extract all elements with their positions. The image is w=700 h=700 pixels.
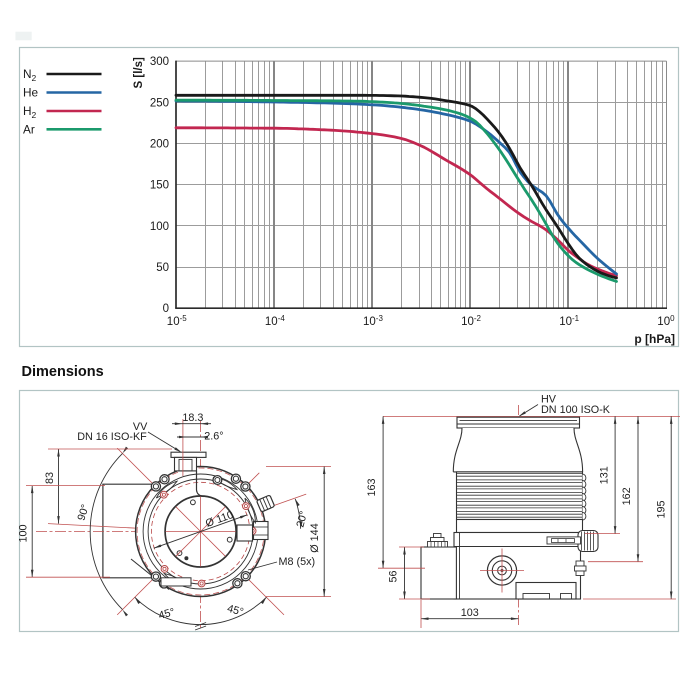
svg-text:83: 83 [44,472,56,484]
svg-text:DN 100 ISO-K: DN 100 ISO-K [541,404,611,416]
svg-text:103: 103 [461,607,479,619]
svg-text:20°: 20° [294,510,310,529]
svg-text:162: 162 [621,487,633,505]
svg-text:18.3: 18.3 [182,412,203,424]
svg-text:2.6°: 2.6° [204,430,223,442]
svg-text:150: 150 [150,180,169,192]
svg-text:50: 50 [156,262,169,274]
svg-text:250: 250 [150,97,169,109]
svg-text:He: He [23,86,39,100]
svg-text:45°: 45° [157,606,176,622]
svg-text:300: 300 [150,56,169,68]
svg-text:Ar: Ar [23,122,35,136]
svg-text:HV: HV [541,393,557,405]
svg-text:163: 163 [366,478,378,496]
svg-text:M8 (5x): M8 (5x) [279,556,316,568]
svg-text:DN 16 ISO-KF: DN 16 ISO-KF [77,431,147,443]
svg-text:p [hPa]: p [hPa] [634,332,675,346]
svg-text:195: 195 [656,500,668,518]
svg-text:131: 131 [599,466,611,484]
svg-text:0: 0 [163,303,169,315]
svg-text:S [l/s]: S [l/s] [133,57,145,88]
svg-text:Ø 144: Ø 144 [309,523,321,552]
svg-text:45°: 45° [226,603,245,619]
svg-text:56: 56 [388,570,400,582]
svg-text:VV: VV [133,421,148,433]
svg-text:90°: 90° [75,503,91,522]
svg-text:Dimensions: Dimensions [22,364,104,380]
svg-text:100: 100 [150,221,169,233]
svg-text:200: 200 [150,139,169,151]
svg-text:100: 100 [18,524,30,542]
